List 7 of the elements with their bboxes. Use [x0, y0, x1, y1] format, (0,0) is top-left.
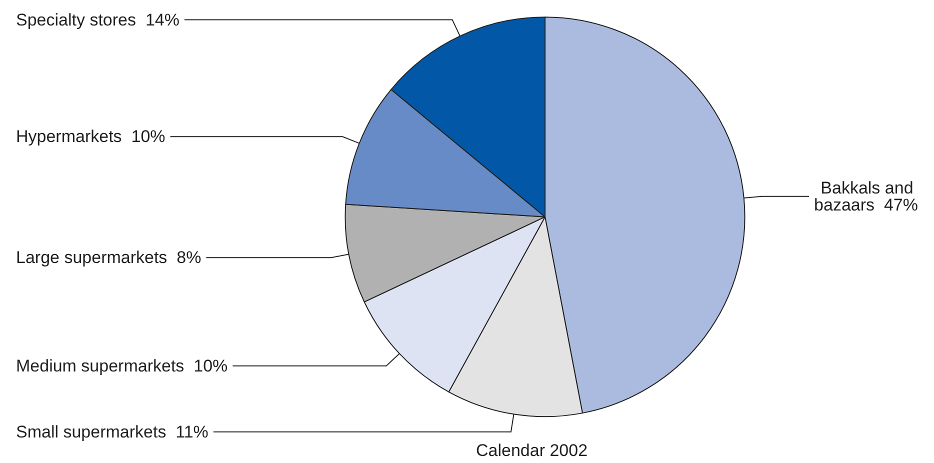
slice-label: Small supermarkets 11% — [16, 422, 208, 442]
slice-label: Hypermarkets 10% — [16, 127, 166, 146]
slice-label: Specialty stores 14% — [16, 10, 180, 30]
slice-label: Medium supermarkets 10% — [16, 356, 228, 376]
text: Calendar 2002 — [476, 441, 588, 460]
slice-label: Bakkals and bazaars 47% — [814, 178, 918, 214]
slice-label: Large supermarkets 8% — [16, 248, 202, 268]
